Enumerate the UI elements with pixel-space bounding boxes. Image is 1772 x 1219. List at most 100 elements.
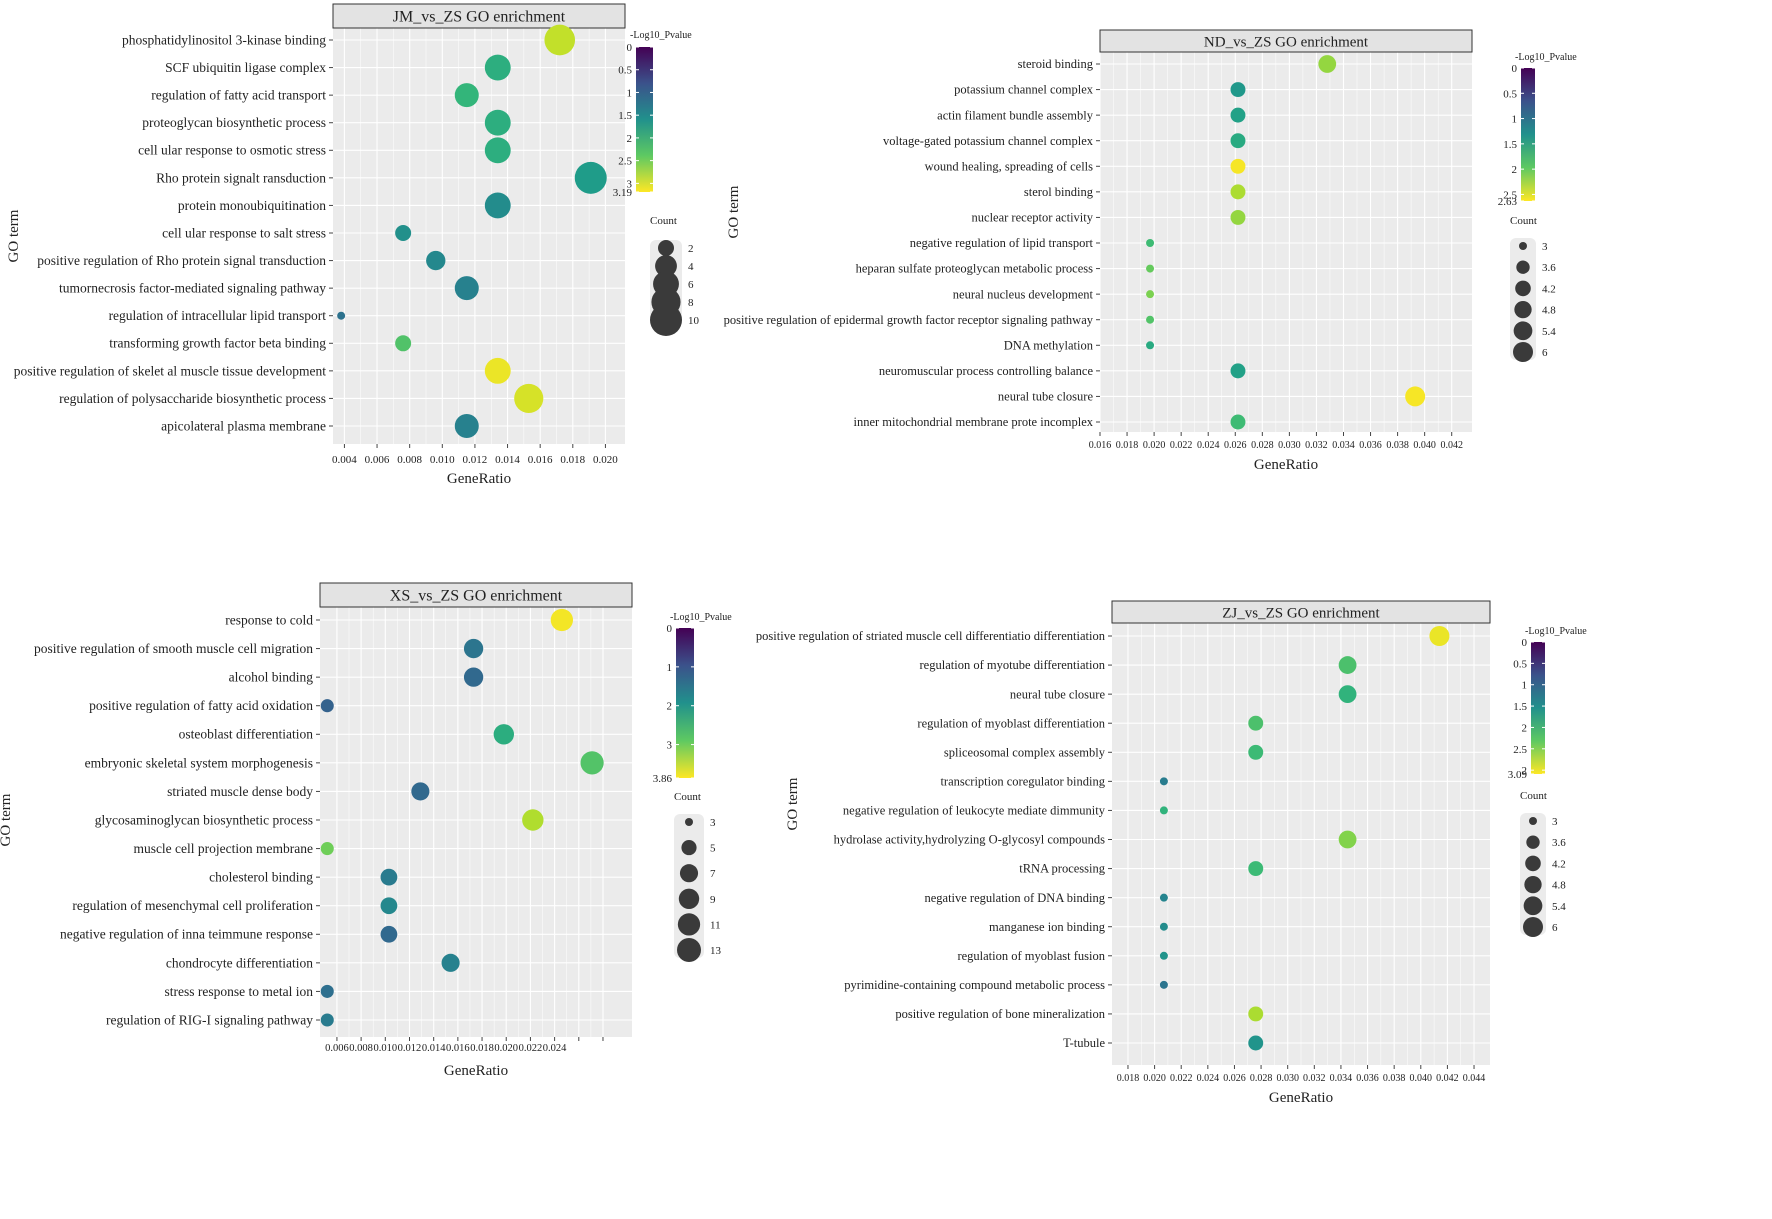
- x-tick-label: 0.040: [1410, 1073, 1433, 1084]
- data-point: [441, 953, 460, 972]
- size-legend-title: Count: [674, 791, 701, 803]
- y-tick-label: steroid binding: [1018, 57, 1094, 71]
- data-point: [320, 699, 334, 713]
- size-legend-box: [1520, 813, 1546, 935]
- y-tick-label: neural nucleus development: [953, 287, 1094, 301]
- colorbar-title: -Log10_Pvalue: [1515, 52, 1577, 63]
- x-tick-label: 0.038: [1386, 440, 1409, 451]
- data-point: [463, 667, 484, 687]
- y-tick-label: striated muscle dense body: [167, 784, 313, 799]
- data-point: [411, 782, 430, 801]
- data-point: [1338, 830, 1357, 849]
- x-tick-label: 0.032: [1303, 1073, 1326, 1084]
- data-point: [1405, 386, 1426, 407]
- y-tick-label: muscle cell projection membrane: [133, 841, 313, 856]
- points: [320, 608, 604, 1027]
- data-point: [1429, 626, 1450, 646]
- y-tick-label: neural tube closure: [1010, 687, 1106, 701]
- data-point: [1146, 239, 1155, 247]
- y-tick-label: voltage-gated potassium channel complex: [883, 134, 1094, 148]
- data-point: [320, 984, 334, 998]
- size-legend-label: 5.4: [1542, 326, 1556, 338]
- data-point: [1230, 209, 1246, 225]
- y-tick-label: transforming growth factor beta binding: [109, 336, 326, 351]
- y-tick-label: regulation of mesenchymal cell prolifera…: [72, 898, 313, 913]
- colorbar-tick-label: 2: [1522, 765, 1528, 777]
- data-point: [1159, 922, 1168, 931]
- colorbar-tick-label: 1: [627, 87, 633, 99]
- panel-title-strip: [1099, 29, 1473, 53]
- x-tick-label: 0.012: [463, 454, 488, 466]
- size-legend-dot: [685, 818, 693, 826]
- size-legend-dot: [1513, 342, 1533, 362]
- x-tick-label: 0.014: [422, 1043, 446, 1054]
- y-tick-label: phosphatidylinositol 3-kinase binding: [122, 32, 326, 47]
- y-tick-label: cell ular response to osmotic stress: [138, 143, 326, 158]
- y-tick-label: regulation of myotube differentiation: [920, 658, 1106, 672]
- x-tick-label: 0.026: [1224, 440, 1247, 451]
- data-point: [1159, 951, 1168, 960]
- colorbar-tick-label: 0: [1522, 637, 1528, 649]
- size-legend-dot: [677, 913, 701, 936]
- y-tick-label: neural tube closure: [998, 390, 1094, 404]
- data-point: [1248, 861, 1264, 877]
- data-point: [550, 608, 574, 632]
- data-point: [463, 638, 484, 659]
- y-tick-label: chondrocyte differentiation: [166, 955, 313, 970]
- y-tick-label: manganese ion binding: [989, 920, 1106, 934]
- colorbar-tick-label: 3: [667, 740, 673, 752]
- colorbar-title: -Log10_Pvalue: [630, 30, 692, 41]
- x-tick-label: 0.008: [397, 454, 422, 466]
- y-tick-label: DNA methylation: [1004, 338, 1094, 352]
- x-tick-label: 0.022: [519, 1043, 543, 1054]
- size-legend-label: 3: [1542, 241, 1548, 253]
- data-point: [320, 842, 334, 856]
- x-tick-label: 0.024: [1197, 1073, 1220, 1084]
- x-tick-label: 0.024: [543, 1043, 567, 1054]
- size-legend-label: 9: [710, 894, 716, 906]
- data-point: [1338, 656, 1357, 674]
- colorbar-tick-label: 0.5: [618, 65, 632, 77]
- size-legend-label: 5: [710, 843, 716, 855]
- y-tick-label: hydrolase activity,hydrolyzing O-glycosy…: [834, 833, 1105, 847]
- y-tick-label: proteoglycan biosynthetic process: [142, 115, 326, 130]
- size-legend-label: 4.2: [1542, 283, 1556, 295]
- colorbar-tick-label: 0: [667, 623, 673, 635]
- size-legend-label: 6: [1542, 347, 1548, 359]
- size-legend-dot: [650, 304, 682, 336]
- colorbar: [676, 628, 694, 778]
- x-axis-title: GeneRatio: [1254, 457, 1318, 473]
- size-legend-label: 6: [1552, 922, 1558, 934]
- colorbar: [1531, 642, 1545, 774]
- size-legend-dot: [679, 864, 699, 883]
- y-tick-label: regulation of RIG-I signaling pathway: [106, 1012, 313, 1027]
- x-tick-label: 0.024: [1197, 440, 1220, 451]
- y-tick-label: regulation of polysaccharide biosyntheti…: [59, 391, 326, 406]
- size-legend-dot: [1524, 875, 1542, 894]
- data-point: [1230, 363, 1246, 379]
- size-legend-label: 2: [688, 243, 694, 255]
- size-legend-dot: [658, 240, 674, 256]
- x-tick-label: 0.044: [1463, 1073, 1486, 1084]
- data-point: [484, 357, 511, 384]
- x-axis-title: GeneRatio: [1269, 1090, 1333, 1106]
- x-tick-label: 0.032: [1305, 440, 1328, 451]
- y-axis-title: GO term: [785, 777, 801, 830]
- y-tick-label: Rho protein signalt ransduction: [156, 170, 326, 185]
- panel-title-strip: [1111, 600, 1491, 624]
- x-tick-label: 0.020: [1143, 1073, 1166, 1084]
- x-tick-label: 0.008: [349, 1043, 373, 1054]
- size-legend-title: Count: [650, 215, 677, 227]
- x-tick-label: 0.018: [470, 1043, 494, 1054]
- data-point: [1248, 1006, 1264, 1022]
- y-tick-label: neuromuscular process controlling balanc…: [879, 364, 1094, 378]
- size-legend-box: [1510, 238, 1536, 360]
- colorbar-tick-label: 2.5: [1503, 189, 1517, 201]
- size-legend-dot: [655, 255, 677, 277]
- x-tick-label: 0.014: [495, 454, 520, 466]
- y-tick-label: regulation of intracellular lipid transp…: [109, 308, 327, 323]
- y-tick-label: alcohol binding: [229, 670, 314, 685]
- data-point: [580, 751, 604, 775]
- data-point: [1248, 744, 1264, 760]
